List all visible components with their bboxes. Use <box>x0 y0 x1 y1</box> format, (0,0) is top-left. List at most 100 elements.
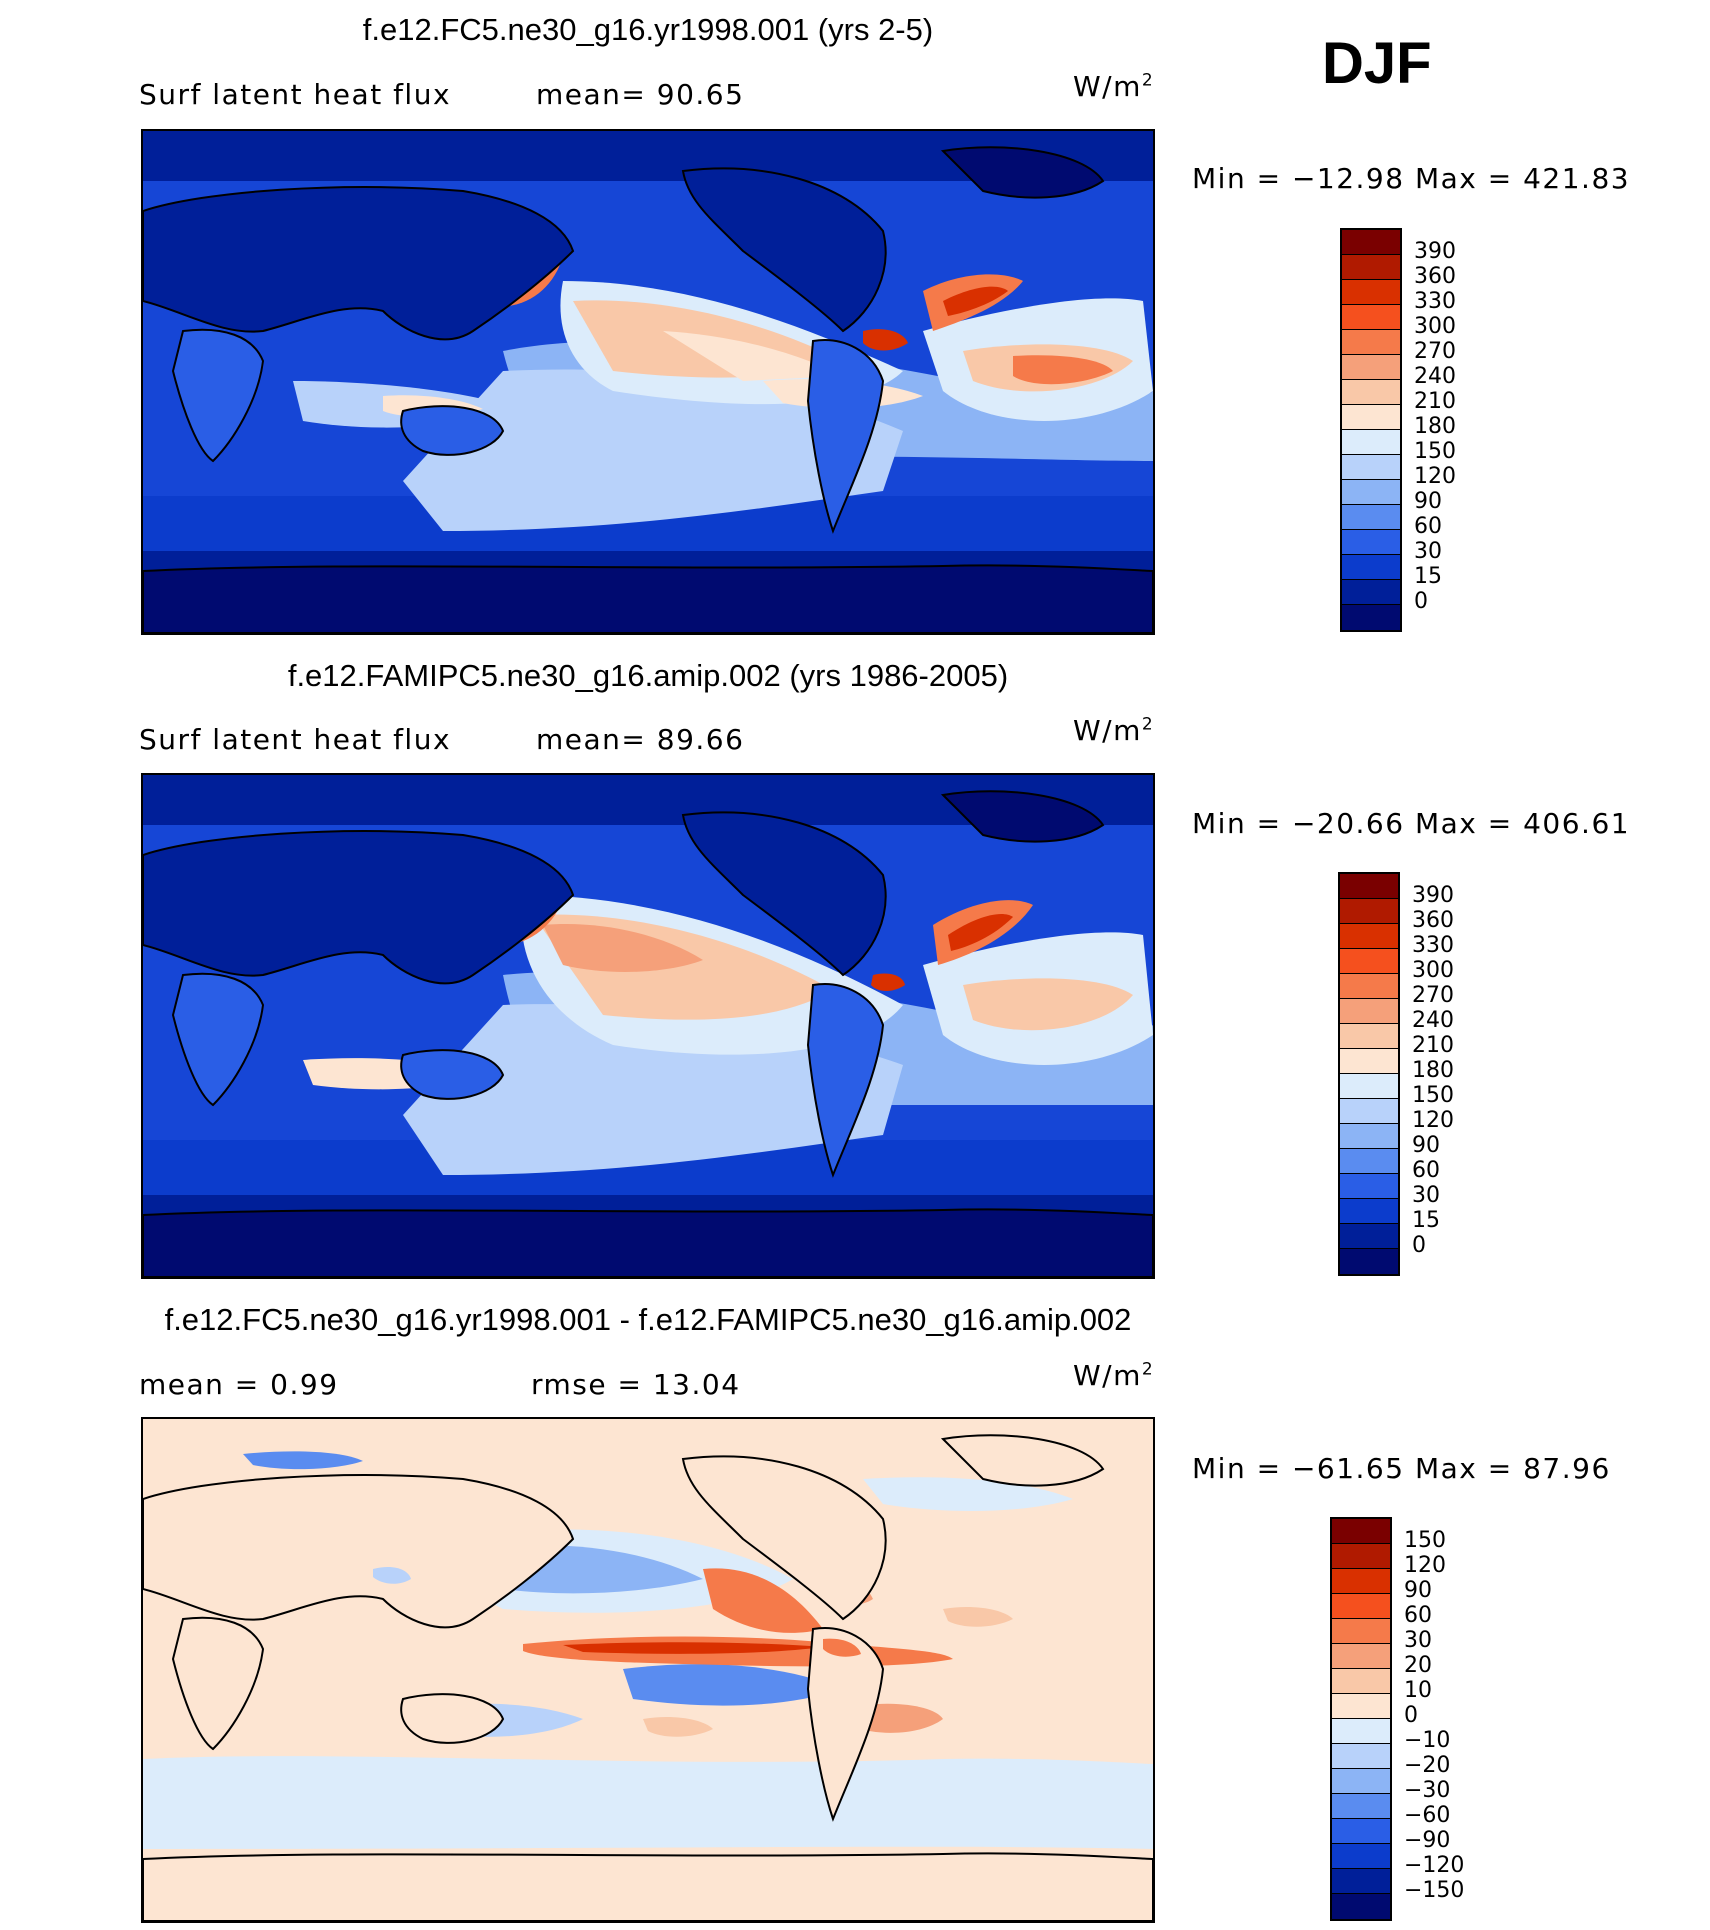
colorbar-label: −120 <box>1404 1853 1465 1878</box>
panel-2-colorbar <box>1338 872 1400 1276</box>
colorbar-swatch <box>1342 505 1400 530</box>
colorbar-swatch <box>1342 305 1400 330</box>
colorbar-label: 90 <box>1412 1133 1440 1158</box>
colorbar-label: 210 <box>1412 1033 1454 1058</box>
colorbar-swatch <box>1340 1049 1398 1074</box>
colorbar-label: 15 <box>1412 1208 1440 1233</box>
panel-3-units: W/m2 <box>1073 1359 1155 1392</box>
colorbar-swatch <box>1340 924 1398 949</box>
colorbar-swatch <box>1342 380 1400 405</box>
colorbar-label: 300 <box>1414 314 1456 339</box>
colorbar-swatch <box>1342 580 1400 605</box>
colorbar-label: 180 <box>1412 1058 1454 1083</box>
colorbar-label: 30 <box>1404 1628 1432 1653</box>
colorbar-label: 120 <box>1404 1553 1446 1578</box>
panel-1-variable-label: Surf latent heat flux <box>139 78 452 111</box>
colorbar-swatch <box>1340 1074 1398 1099</box>
colorbar-label: 390 <box>1414 239 1456 264</box>
colorbar-label: −150 <box>1404 1878 1465 1903</box>
colorbar-label: 150 <box>1412 1083 1454 1108</box>
colorbar-swatch <box>1342 480 1400 505</box>
colorbar-swatch <box>1342 405 1400 430</box>
colorbar-label: −30 <box>1404 1778 1451 1803</box>
colorbar-label: 60 <box>1414 514 1442 539</box>
panel-3-minmax: Min = −61.65 Max = 87.96 <box>1192 1452 1611 1485</box>
colorbar-swatch <box>1332 1794 1390 1819</box>
colorbar-label: 300 <box>1412 958 1454 983</box>
colorbar-label: −60 <box>1404 1803 1451 1828</box>
colorbar-swatch <box>1332 1869 1390 1894</box>
panel-1-colorbar <box>1340 228 1402 632</box>
panel-1-map <box>141 129 1155 635</box>
colorbar-swatch <box>1340 1024 1398 1049</box>
colorbar-label: 10 <box>1404 1678 1432 1703</box>
colorbar-swatch <box>1332 1619 1390 1644</box>
panel-2-units: W/m2 <box>1073 714 1155 747</box>
panel-3-map <box>141 1417 1155 1923</box>
colorbar-swatch <box>1332 1694 1390 1719</box>
colorbar-label: −90 <box>1404 1828 1451 1853</box>
colorbar-swatch <box>1332 1894 1390 1919</box>
colorbar-swatch <box>1342 530 1400 555</box>
panel-2-mean-label: mean= 89.66 <box>536 723 745 756</box>
panel-3-rmse-label: rmse = 13.04 <box>531 1368 741 1401</box>
colorbar-label: 390 <box>1412 883 1454 908</box>
colorbar-swatch <box>1332 1844 1390 1869</box>
panel-3-colorbar <box>1330 1517 1392 1921</box>
colorbar-swatch <box>1340 1199 1398 1224</box>
colorbar-label: 210 <box>1414 389 1456 414</box>
colorbar-swatch <box>1340 1224 1398 1249</box>
colorbar-swatch <box>1332 1819 1390 1844</box>
colorbar-swatch <box>1332 1594 1390 1619</box>
colorbar-label: −20 <box>1404 1753 1451 1778</box>
colorbar-label: 120 <box>1414 464 1456 489</box>
colorbar-swatch <box>1340 899 1398 924</box>
colorbar-swatch <box>1332 1519 1390 1544</box>
panel-3-mean-label: mean = 0.99 <box>139 1368 339 1401</box>
colorbar-label: 60 <box>1412 1158 1440 1183</box>
colorbar-swatch <box>1342 280 1400 305</box>
panel-1-title: f.e12.FC5.ne30_g16.yr1998.001 (yrs 2-5) <box>362 12 934 47</box>
colorbar-label: 240 <box>1414 364 1456 389</box>
colorbar-label: 150 <box>1414 439 1456 464</box>
colorbar-swatch <box>1340 1249 1398 1274</box>
colorbar-swatch <box>1332 1569 1390 1594</box>
panel-2-colorbar-labels: 390 360 330 300 270 240 210 180 150 120 … <box>1412 884 1454 1259</box>
colorbar-swatch <box>1342 555 1400 580</box>
colorbar-label: 90 <box>1404 1578 1432 1603</box>
colorbar-swatch <box>1340 974 1398 999</box>
colorbar-swatch <box>1332 1644 1390 1669</box>
panel-1-minmax: Min = −12.98 Max = 421.83 <box>1192 162 1631 195</box>
colorbar-swatch <box>1340 1174 1398 1199</box>
colorbar-label: 150 <box>1404 1528 1446 1553</box>
colorbar-label: 360 <box>1414 264 1456 289</box>
colorbar-swatch <box>1342 355 1400 380</box>
colorbar-swatch <box>1340 874 1398 899</box>
colorbar-label: 270 <box>1414 339 1456 364</box>
panel-2-minmax: Min = −20.66 Max = 406.61 <box>1192 807 1631 840</box>
colorbar-label: 15 <box>1414 564 1442 589</box>
colorbar-swatch <box>1342 230 1400 255</box>
colorbar-label: 60 <box>1404 1603 1432 1628</box>
panel-1-units: W/m2 <box>1073 70 1155 103</box>
panel-3-colorbar-labels: 150 120 90 60 30 20 10 0 −10 −20 −30 −60… <box>1404 1529 1464 1904</box>
colorbar-swatch <box>1342 330 1400 355</box>
colorbar-swatch <box>1342 605 1400 630</box>
colorbar-swatch <box>1340 1149 1398 1174</box>
colorbar-label: 0 <box>1404 1703 1418 1728</box>
panel-3-title: f.e12.FC5.ne30_g16.yr1998.001 - f.e12.FA… <box>164 1302 1132 1337</box>
colorbar-label: 30 <box>1412 1183 1440 1208</box>
panel-1-mean-label: mean= 90.65 <box>536 78 745 111</box>
colorbar-label: 0 <box>1414 589 1428 614</box>
colorbar-label: 360 <box>1412 908 1454 933</box>
season-label: DJF <box>1322 31 1432 96</box>
colorbar-swatch <box>1340 1124 1398 1149</box>
colorbar-label: 330 <box>1414 289 1456 314</box>
panel-2-map <box>141 773 1155 1279</box>
colorbar-swatch <box>1342 455 1400 480</box>
colorbar-label: 30 <box>1414 539 1442 564</box>
colorbar-label: −10 <box>1404 1728 1451 1753</box>
colorbar-swatch <box>1342 430 1400 455</box>
colorbar-label: 330 <box>1412 933 1454 958</box>
colorbar-swatch <box>1340 999 1398 1024</box>
